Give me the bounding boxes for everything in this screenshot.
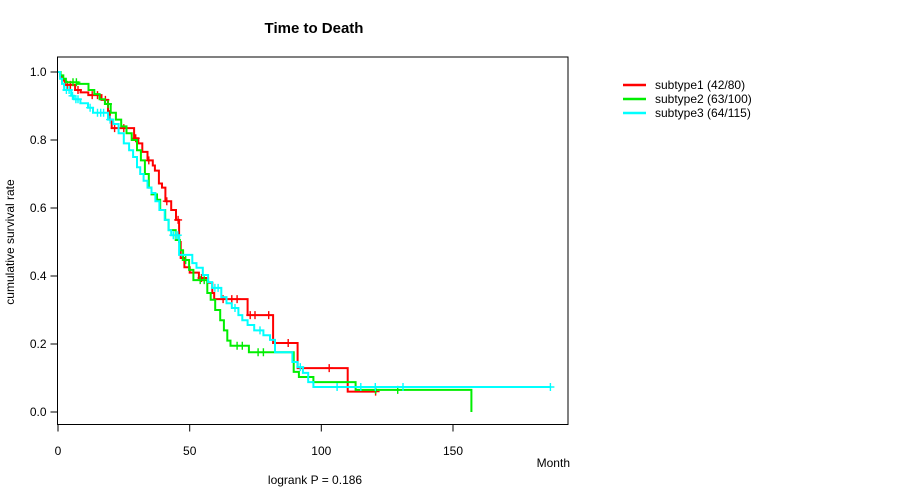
censor-marks-3: [62, 86, 555, 391]
x-tick-label: 0: [55, 444, 62, 458]
legend: subtype1 (42/80) subtype2 (63/100) subty…: [623, 78, 752, 120]
y-tick-label: 1.0: [30, 65, 47, 79]
y-tick-label: 0.0: [30, 405, 47, 419]
x-tick-label: 50: [183, 444, 197, 458]
y-tick-label: 0.8: [30, 133, 47, 147]
plot-border: [57, 56, 569, 425]
x-tick-label: 150: [443, 444, 463, 458]
legend-label: subtype3 (64/115): [655, 106, 751, 120]
survival-curve-3: [58, 71, 551, 388]
survival-curves: [58, 71, 555, 412]
x-tick-label: 100: [311, 444, 331, 458]
legend-label: subtype2 (63/100): [655, 92, 752, 106]
y-tick-label: 0.6: [30, 201, 47, 215]
survival-curve-1: [58, 71, 377, 393]
legend-item: subtype1 (42/80): [623, 78, 745, 92]
survival-curve-2: [58, 71, 473, 412]
y-axis-label: cumulative survival rate: [3, 179, 17, 305]
y-tick-label: 0.2: [30, 337, 47, 351]
x-axis-label: Month: [537, 456, 570, 470]
legend-item: subtype2 (63/100): [623, 92, 752, 106]
y-tick-label: 0.4: [30, 269, 47, 283]
logrank-annotation: logrank P = 0.186: [268, 473, 363, 487]
censor-marks-1: [63, 80, 380, 396]
legend-item: subtype3 (64/115): [623, 106, 751, 120]
y-axis: 0.0 0.2 0.4 0.6 0.8 1.0: [30, 65, 58, 419]
legend-label: subtype1 (42/80): [655, 78, 745, 92]
chart-title: Time to Death: [265, 20, 364, 37]
x-axis: 0 50 100 150: [55, 424, 463, 458]
